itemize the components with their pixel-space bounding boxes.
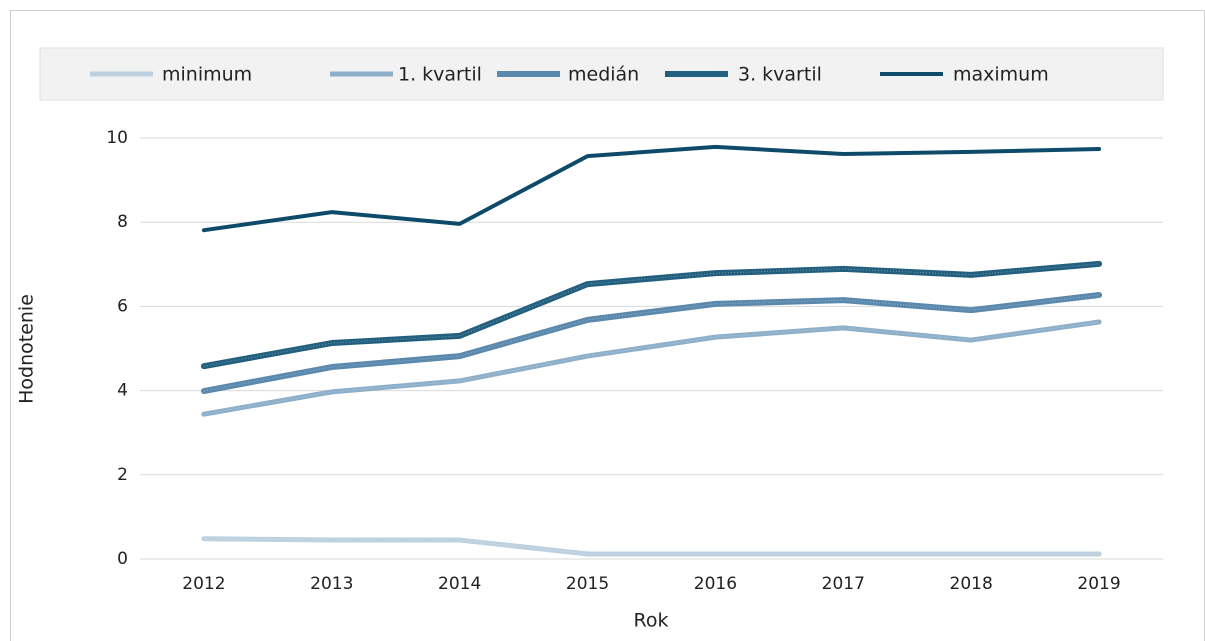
series-line: [201, 536, 1102, 557]
y-tick-label: 2: [117, 465, 128, 485]
y-tick-label: 0: [117, 549, 128, 569]
y-tick-label: 4: [117, 381, 128, 401]
y-axis-label: Hodnotenie: [16, 294, 38, 404]
legend-label: medián: [568, 64, 639, 86]
chart-border: [10, 10, 1205, 641]
series-line: [201, 144, 1102, 233]
x-tick-label: 2013: [310, 574, 353, 594]
series-line: [200, 260, 1103, 370]
legend-label: 1. kvartil: [398, 64, 482, 86]
line-texture: [203, 321, 1100, 415]
x-tick-label: 2014: [438, 574, 481, 594]
y-tick-label: 8: [117, 212, 128, 232]
x-axis-label: Rok: [634, 610, 669, 632]
legend-box: [39, 47, 1164, 101]
series-line: [200, 292, 1103, 395]
y-tick-label: 10: [106, 128, 128, 148]
x-tick-label: 2018: [950, 574, 993, 594]
x-tick-label: 2019: [1077, 574, 1120, 594]
y-tick-label: 6: [117, 296, 128, 316]
x-tick-label: 2016: [694, 574, 737, 594]
x-tick-label: 2012: [182, 574, 225, 594]
x-tick-label: 2017: [822, 574, 865, 594]
legend-label: minimum: [162, 64, 252, 86]
legend-label: maximum: [953, 64, 1049, 86]
series-line: [201, 319, 1102, 417]
x-tick-label: 2015: [566, 574, 609, 594]
legend-label: 3. kvartil: [738, 64, 822, 86]
